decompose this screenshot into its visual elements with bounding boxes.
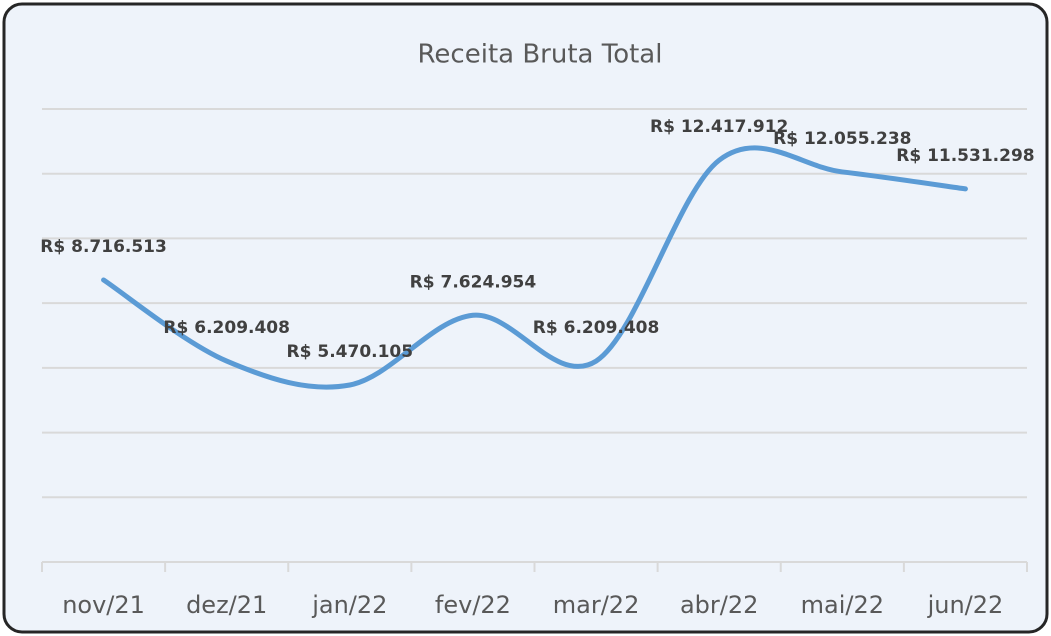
- data-label: R$ 12.055.238: [773, 129, 911, 149]
- x-tick-label: mar/22: [553, 591, 640, 619]
- x-tick-label: abr/22: [680, 591, 758, 619]
- data-label: R$ 7.624.954: [410, 272, 537, 292]
- data-label: R$ 6.209.408: [163, 318, 290, 338]
- x-tick-label: mai/22: [801, 591, 884, 619]
- data-label: R$ 8.716.513: [40, 237, 167, 257]
- line: [101, 145, 968, 390]
- data-label: R$ 5.470.105: [287, 342, 414, 362]
- chart-title: Receita Bruta Total: [418, 40, 663, 70]
- x-tick-label: fev/22: [435, 591, 511, 619]
- x-tick-label: dez/21: [186, 591, 267, 619]
- data-label: R$ 12.417.912: [650, 117, 788, 137]
- x-tick-label: jun/22: [927, 591, 1004, 619]
- data-label: R$ 11.531.298: [896, 146, 1034, 166]
- x-tick-label: jan/22: [311, 591, 387, 619]
- data-label: R$ 6.209.408: [533, 318, 660, 338]
- x-tick-label: nov/21: [62, 591, 145, 619]
